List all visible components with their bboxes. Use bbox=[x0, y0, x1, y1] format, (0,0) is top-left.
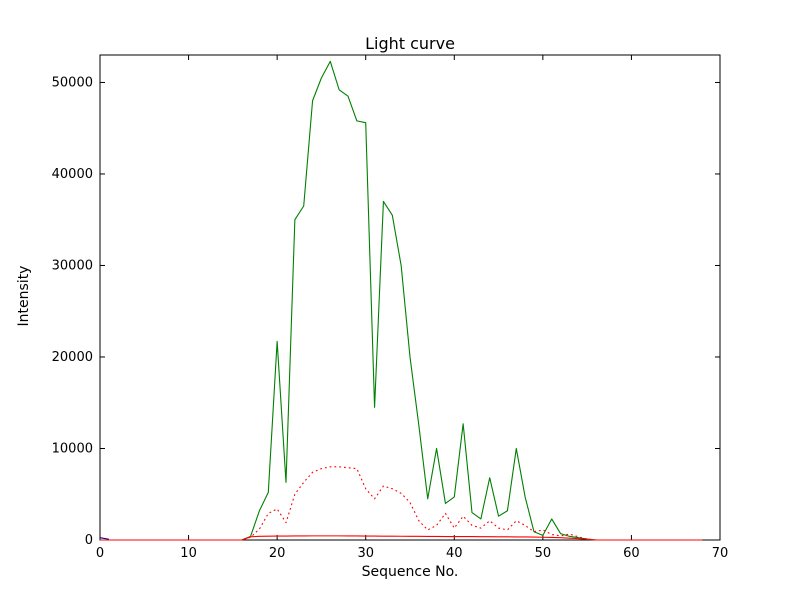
y-tick-label: 0 bbox=[85, 533, 93, 548]
x-tick-label: 20 bbox=[269, 546, 286, 561]
x-axis-label: Sequence No. bbox=[361, 564, 459, 580]
x-tick-label: 10 bbox=[180, 546, 197, 561]
y-tick-label: 40000 bbox=[52, 167, 93, 182]
chart-title: Light curve bbox=[365, 34, 455, 53]
x-tick-label: 0 bbox=[96, 546, 104, 561]
x-tick-label: 50 bbox=[535, 546, 552, 561]
series-baseline-red-solid bbox=[100, 535, 703, 541]
x-tick-label: 70 bbox=[712, 546, 729, 561]
y-tick-label: 20000 bbox=[52, 350, 93, 365]
x-tick-label: 30 bbox=[357, 546, 374, 561]
y-tick-label: 30000 bbox=[52, 258, 93, 273]
x-tick-label: 40 bbox=[446, 546, 463, 561]
y-axis-label: Intensity bbox=[16, 265, 32, 327]
series-background-red-dotted bbox=[100, 466, 703, 541]
y-tick-label: 50000 bbox=[52, 75, 93, 90]
series-start-mark-blue bbox=[99, 537, 109, 540]
series-intensity-green-solid bbox=[100, 60, 703, 541]
y-tick-label: 10000 bbox=[52, 441, 93, 456]
x-tick-label: 60 bbox=[623, 546, 640, 561]
